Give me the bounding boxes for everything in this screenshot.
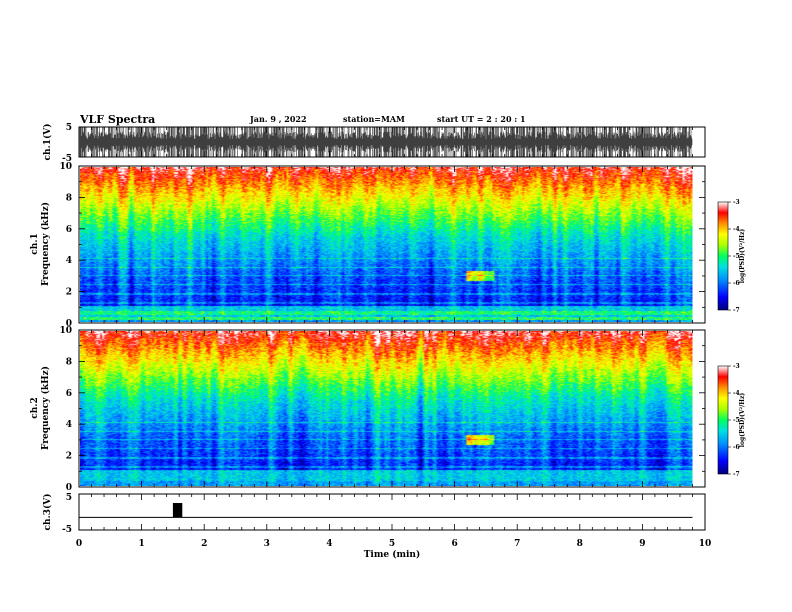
ch1-waveform-panel: 5 -5 ch.1(V) (42, 123, 706, 164)
ch3-ytick-top: 5 (66, 493, 72, 503)
figure-title: VLF Spectra (79, 113, 155, 126)
frequency-tick-label: 0 (66, 319, 72, 329)
colorbar-tick-label: -3 (733, 363, 740, 370)
frequency-tick-label: 10 (59, 162, 72, 172)
frequency-tick-label: 8 (66, 357, 72, 367)
frequency-tick-label: 2 (66, 452, 72, 462)
colorbar-tick-label: -5 (733, 417, 740, 424)
frequency-tick-label: 0 (66, 483, 72, 493)
colorbar-tick-label: -7 (733, 307, 740, 314)
time-axis-tick-labels: 0 1 2 3 4 5 6 7 8 9 10 (76, 539, 711, 549)
time-tick-label: 10 (699, 539, 712, 549)
ch1-channel-label: ch.1 (30, 233, 40, 254)
time-tick-label: 1 (138, 539, 144, 549)
ch1-ytick-top: 5 (66, 123, 72, 133)
ch2-spectrogram-image (80, 331, 693, 486)
colorbar-tick-label: -5 (733, 253, 740, 260)
ch3-waveform-panel: 5 -5 ch.3(V) (42, 493, 706, 535)
time-tick-label: 4 (326, 539, 332, 549)
date-label: Jan. 9 , 2022 (249, 114, 307, 124)
frequency-tick-label: 6 (66, 389, 72, 399)
time-tick-label: 5 (389, 539, 395, 549)
ch1-colorbar: -3 -4 -5 -6 -7 log(PSD)(V²/Hz) (717, 199, 746, 314)
ch2-colorbar-label: log(PSD)(V²/Hz) (739, 393, 746, 448)
frequency-tick-label: 6 (66, 225, 72, 235)
frequency-tick-label: 2 (66, 288, 72, 298)
time-tick-label: 0 (76, 539, 82, 549)
time-tick-label: 3 (264, 539, 270, 549)
colorbar-tick-label: -6 (733, 280, 740, 287)
ch1-ytick-bottom: -5 (62, 154, 72, 164)
ch3-waveform-ylabel: ch.3(V) (42, 494, 53, 531)
colorbar-tick-label: -7 (733, 471, 740, 478)
colorbar-tick-label: -4 (733, 226, 740, 233)
time-tick-label: 7 (514, 539, 520, 549)
ch2-frequency-label: Frequency (kHz) (40, 366, 51, 450)
ch1-waveform-line (79, 127, 693, 157)
ch1-waveform-ylabel: ch.1(V) (42, 124, 53, 161)
time-tick-label: 8 (577, 539, 583, 549)
colorbar-tick-label: -6 (733, 444, 740, 451)
time-axis-label: Time (min) (364, 549, 421, 560)
ch3-pulse (172, 503, 183, 518)
ch2-colorbar: -3 -4 -5 -6 -7 log(PSD)(V²/Hz) (717, 363, 746, 478)
time-tick-label: 6 (451, 539, 457, 549)
frequency-tick-label: 4 (66, 420, 72, 430)
time-tick-label: 2 (201, 539, 207, 549)
ch3-ytick-bottom: -5 (62, 525, 72, 535)
ch1-spectrogram-panel: 0 2 4 6 8 10 ch.1 Frequency (kHz) (30, 162, 706, 329)
ch3-waveform-trace (79, 503, 693, 518)
colorbar-tick-label: -3 (733, 199, 740, 206)
ch1-waveform-trace (79, 127, 693, 157)
frequency-tick-label: 4 (66, 256, 72, 266)
ch2-spectrogram-panel: 0 2 4 6 8 10 ch.2 Frequency (kHz) (30, 326, 706, 493)
ch1-spectrogram-image (80, 167, 693, 322)
time-tick-label: 9 (639, 539, 645, 549)
colorbar-tick-label: -4 (733, 390, 740, 397)
ch1-frequency-label: Frequency (kHz) (40, 202, 51, 286)
frequency-tick-label: 8 (66, 193, 72, 203)
start-time-label: start UT = 2 : 20 : 1 (437, 114, 526, 124)
ch1-colorbar-label: log(PSD)(V²/Hz) (739, 229, 746, 284)
frequency-tick-label: 10 (59, 326, 72, 336)
ch2-channel-label: ch.2 (30, 397, 40, 418)
station-label: station=MAM (343, 114, 405, 124)
